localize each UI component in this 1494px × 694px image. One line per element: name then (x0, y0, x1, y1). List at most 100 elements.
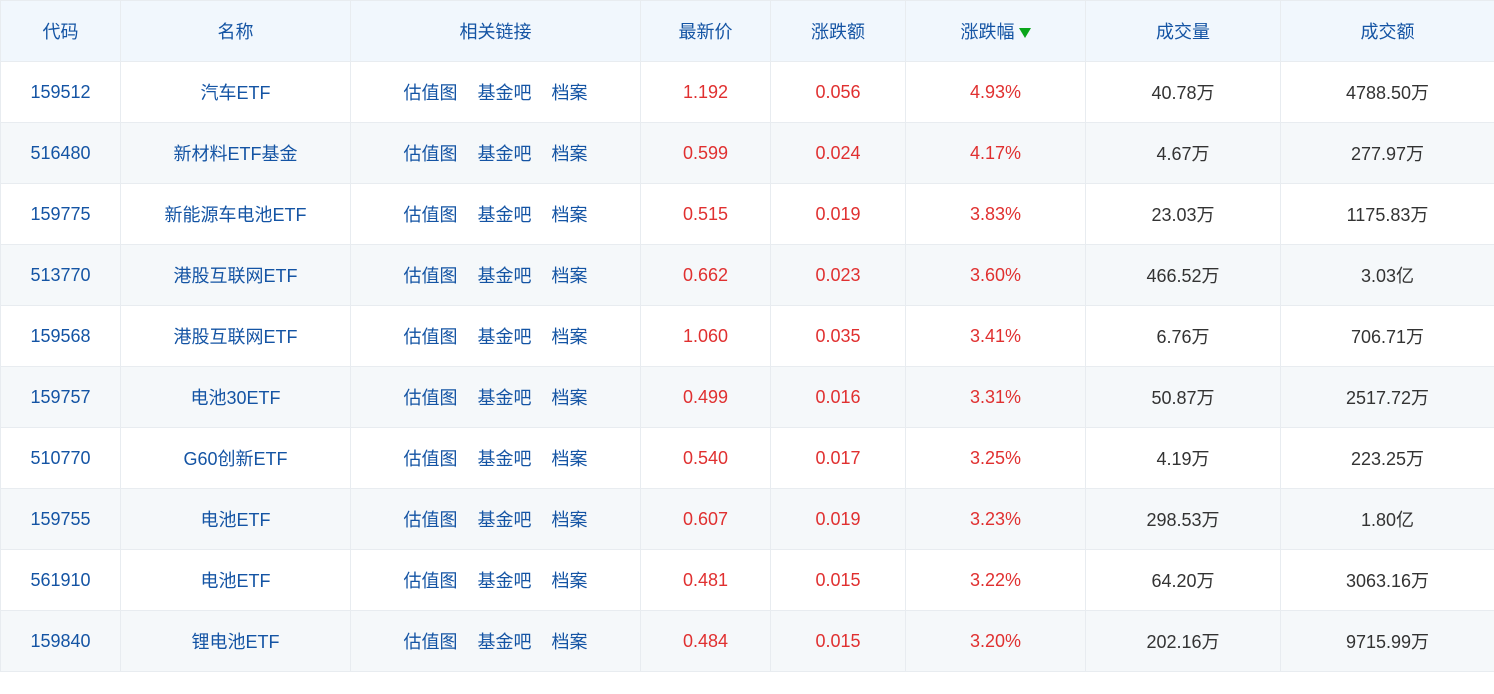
fund-name-link[interactable]: 汽车ETF (201, 83, 271, 103)
fund-code-link[interactable]: 159755 (30, 509, 90, 529)
table-row: 159775 新能源车电池ETF 估值图基金吧档案 0.515 0.019 3.83% 23… (1, 184, 1494, 245)
fund-code-link[interactable]: 159840 (30, 631, 90, 651)
volume-value: 50.87万 (1151, 388, 1214, 408)
amount-value: 223.25万 (1351, 449, 1424, 469)
volume-value: 64.20万 (1151, 571, 1214, 591)
fund-forum-link[interactable]: 基金吧 (478, 571, 532, 591)
col-header-name[interactable]: 名称 (121, 1, 351, 62)
volume-value: 23.03万 (1151, 205, 1214, 225)
col-header-change[interactable]: 涨跌额 (771, 1, 906, 62)
fund-forum-link[interactable]: 基金吧 (478, 510, 532, 530)
table-row: 516480新材料ETF基金估值图基金吧档案0.5990.0244.17%4.6… (1, 123, 1494, 184)
fund-name-link[interactable]: 新能源车电池ETF (165, 205, 307, 225)
volume-value: 202.16万 (1146, 632, 1219, 652)
price-value: 0.484 (683, 631, 728, 651)
fund-name-link[interactable]: 港股互联网ETF (174, 266, 298, 286)
fund-profile-link[interactable]: 档案 (552, 632, 588, 652)
col-header-price[interactable]: 最新价 (641, 1, 771, 62)
pct-value: 3.20% (970, 631, 1021, 651)
valuation-chart-link[interactable]: 估值图 (404, 449, 458, 469)
fund-name-link[interactable]: 电池30ETF (190, 388, 280, 408)
price-value: 0.662 (683, 265, 728, 285)
fund-code-link[interactable]: 516480 (30, 143, 90, 163)
change-value: 0.015 (815, 631, 860, 651)
table-row: 510770G60创新ETF估值图基金吧档案0.5400.0173.25%4.1… (1, 428, 1494, 489)
valuation-chart-link[interactable]: 估值图 (404, 510, 458, 530)
fund-code-link[interactable]: 159512 (30, 82, 90, 102)
fund-code-link[interactable]: 159568 (30, 326, 90, 346)
valuation-chart-link[interactable]: 估值图 (404, 632, 458, 652)
valuation-chart-link[interactable]: 估值图 (404, 388, 458, 408)
table-row: 159568港股互联网ETF估值图基金吧档案1.0600.0353.41%6.7… (1, 306, 1494, 367)
amount-value: 9715.99万 (1346, 632, 1429, 652)
pct-value: 3.60% (970, 265, 1021, 285)
fund-code-link[interactable]: 159775 (30, 204, 90, 224)
fund-profile-link[interactable]: 档案 (552, 449, 588, 469)
table-row: 513770港股互联网ETF估值图基金吧档案0.6620.0233.60%466… (1, 245, 1494, 306)
pct-value: 3.83% (970, 204, 1021, 224)
fund-forum-link[interactable]: 基金吧 (478, 144, 532, 164)
sort-desc-icon (1019, 28, 1031, 38)
amount-value: 706.71万 (1351, 327, 1424, 347)
price-value: 0.599 (683, 143, 728, 163)
fund-name-link[interactable]: 锂电池ETF (192, 632, 280, 652)
fund-profile-link[interactable]: 档案 (552, 327, 588, 347)
fund-name-link[interactable]: 电池ETF (201, 571, 271, 591)
price-value: 0.540 (683, 448, 728, 468)
col-header-pct[interactable]: 涨跌幅 (906, 1, 1086, 62)
fund-forum-link[interactable]: 基金吧 (478, 388, 532, 408)
fund-forum-link[interactable]: 基金吧 (478, 632, 532, 652)
fund-name-link[interactable]: G60创新ETF (183, 449, 287, 469)
change-value: 0.015 (815, 570, 860, 590)
change-value: 0.056 (815, 82, 860, 102)
fund-code-link[interactable]: 561910 (30, 570, 90, 590)
valuation-chart-link[interactable]: 估值图 (404, 144, 458, 164)
amount-value: 1.80亿 (1361, 510, 1414, 530)
valuation-chart-link[interactable]: 估值图 (404, 205, 458, 225)
pct-value: 3.23% (970, 509, 1021, 529)
valuation-chart-link[interactable]: 估值图 (404, 327, 458, 347)
fund-profile-link[interactable]: 档案 (552, 388, 588, 408)
amount-value: 3063.16万 (1346, 571, 1429, 591)
fund-name-link[interactable]: 新材料ETF基金 (174, 144, 298, 164)
fund-profile-link[interactable]: 档案 (552, 205, 588, 225)
col-header-volume[interactable]: 成交量 (1086, 1, 1281, 62)
volume-value: 4.67万 (1156, 144, 1209, 164)
col-header-amount[interactable]: 成交额 (1281, 1, 1494, 62)
price-value: 1.192 (683, 82, 728, 102)
amount-value: 1175.83万 (1347, 205, 1429, 225)
pct-value: 3.31% (970, 387, 1021, 407)
fund-code-link[interactable]: 513770 (30, 265, 90, 285)
fund-forum-link[interactable]: 基金吧 (478, 83, 532, 103)
valuation-chart-link[interactable]: 估值图 (404, 83, 458, 103)
pct-value: 3.25% (970, 448, 1021, 468)
fund-forum-link[interactable]: 基金吧 (478, 205, 532, 225)
fund-profile-link[interactable]: 档案 (552, 266, 588, 286)
table-row: 159840 锂电池ETF 估值图基金吧档案 0.484 0.015 3.20% 202.1… (1, 611, 1494, 672)
fund-profile-link[interactable]: 档案 (552, 510, 588, 530)
fund-forum-link[interactable]: 基金吧 (478, 266, 532, 286)
volume-value: 6.76万 (1156, 327, 1209, 347)
valuation-chart-link[interactable]: 估值图 (404, 266, 458, 286)
price-value: 0.515 (683, 204, 728, 224)
pct-value: 4.93% (970, 82, 1021, 102)
fund-forum-link[interactable]: 基金吧 (478, 327, 532, 347)
fund-code-link[interactable]: 510770 (30, 448, 90, 468)
change-value: 0.035 (815, 326, 860, 346)
fund-profile-link[interactable]: 档案 (552, 83, 588, 103)
fund-profile-link[interactable]: 档案 (552, 571, 588, 591)
change-value: 0.019 (815, 204, 860, 224)
volume-value: 298.53万 (1146, 510, 1219, 530)
amount-value: 3.03亿 (1361, 266, 1414, 286)
amount-value: 2517.72万 (1346, 388, 1429, 408)
table-row: 159512汽车ETF估值图基金吧档案1.1920.0564.93%40.78万… (1, 62, 1494, 123)
fund-profile-link[interactable]: 档案 (552, 144, 588, 164)
fund-forum-link[interactable]: 基金吧 (478, 449, 532, 469)
valuation-chart-link[interactable]: 估值图 (404, 571, 458, 591)
price-value: 0.481 (683, 570, 728, 590)
fund-name-link[interactable]: 港股互联网ETF (174, 327, 298, 347)
price-value: 0.607 (683, 509, 728, 529)
col-header-code[interactable]: 代码 (1, 1, 121, 62)
fund-name-link[interactable]: 电池ETF (201, 510, 271, 530)
fund-code-link[interactable]: 159757 (30, 387, 90, 407)
